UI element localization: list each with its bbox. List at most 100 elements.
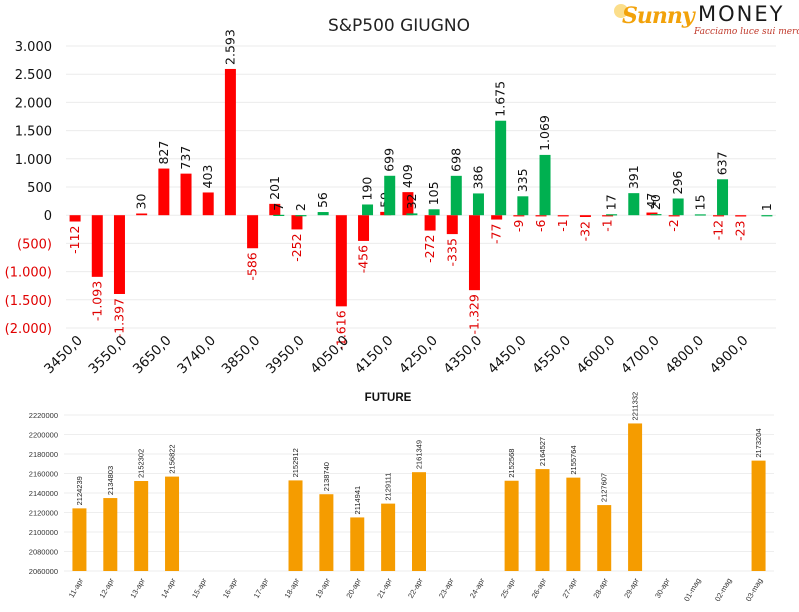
chart2-data-label: 2134803 (106, 466, 115, 495)
chart2-data-label: 2173204 (754, 428, 763, 457)
chart2-x-tick-label: 23-apr (437, 576, 456, 600)
chart2-bar (504, 480, 519, 571)
chart1-bar-red (91, 215, 103, 277)
chart2-data-label: 2129111 (384, 473, 393, 501)
chart2-y-tick-label: 2220000 (29, 411, 58, 420)
chart2-bar (535, 469, 550, 571)
chart1-x-tick-label: 3850,0 (219, 333, 264, 378)
chart1-y-tick-label: (500) (17, 237, 52, 252)
chart1-bar-red (468, 215, 480, 291)
chart1-data-label: -6 (533, 219, 548, 232)
chart1-data-label: 2 (293, 203, 308, 211)
chart1-data-label: -1 (600, 219, 615, 231)
chart1-data-label: 391 (626, 165, 641, 189)
chart1-data-label: -9 (511, 220, 526, 233)
chart1-data-label: 409 (400, 164, 415, 188)
chart1-data-label: 17 (604, 194, 619, 210)
chart2-y-tick-label: 2080000 (29, 548, 58, 557)
chart1-bar-green (406, 213, 418, 216)
chart1-data-label: 30 (134, 194, 149, 210)
chart2-x-tick-label: 17-apr (252, 576, 271, 600)
chart2-x-tick-label: 16-apr (221, 576, 240, 600)
chart1-data-label: -1.093 (89, 281, 104, 321)
chart1-bar-green (450, 175, 462, 216)
chart2-x-tick-label: 13-apr (128, 576, 147, 600)
chart1-bar-red (224, 68, 236, 216)
chart1-x-tick-label: 4800,0 (662, 333, 707, 378)
chart1-data-label: -456 (356, 245, 371, 273)
chart1-bar-green (672, 198, 684, 216)
chart1-x-tick-label: 4550,0 (529, 333, 574, 378)
chart1-bar-red (713, 215, 725, 217)
chart1-x-tick-label: 3740,0 (174, 333, 219, 378)
chart1-data-label: 698 (448, 148, 463, 172)
chart1-data-label: -23 (733, 220, 748, 240)
chart1-data-label: -1.329 (466, 294, 481, 334)
chart2-bar (751, 460, 766, 571)
chart1-data-label: 403 (200, 165, 215, 189)
chart2-x-tick-label: 21-apr (375, 576, 394, 600)
chart1-data-label: 637 (715, 151, 730, 175)
chart1-bar-green (628, 193, 640, 216)
chart2-x-tick-label: 27-apr (560, 576, 579, 600)
chart1-bar-red (358, 215, 370, 241)
chart1-bar-green (295, 215, 307, 217)
chart2-data-label: 2138740 (322, 462, 331, 491)
chart1-bar-red (180, 173, 192, 216)
chart1-bar-red (247, 215, 259, 249)
chart2-x-tick-label: 28-apr (591, 576, 610, 600)
chart1-data-label: -252 (289, 233, 304, 261)
chart1-data-label: 1.069 (537, 115, 552, 151)
chart2-data-label: 2161349 (415, 440, 424, 469)
chart1-y-tick-label: 1.000 (15, 153, 52, 168)
chart2-x-tick-label: 03-mag (744, 577, 765, 604)
chart1-data-label: 335 (515, 168, 530, 192)
chart1-bar-red (69, 215, 81, 222)
chart1-x-tick-label: 3650,0 (130, 333, 175, 378)
chart2-x-tick-label: 30-apr (653, 576, 672, 600)
chart1-bar-red (557, 215, 569, 217)
chart2-bar (72, 508, 87, 571)
chart1-title: S&P500 GIUGNO (328, 16, 470, 36)
chart2-x-tick-label: 14-apr (159, 576, 178, 600)
chart1-data-label: -12 (711, 220, 726, 240)
chart1-data-label: 699 (382, 148, 397, 172)
chart2-bar (628, 423, 643, 571)
chart2-x-tick-label: 19-apr (313, 576, 332, 600)
chart1-y-tick-label: 500 (27, 181, 52, 196)
sun-icon (614, 4, 628, 18)
chart1-bar-green (384, 175, 396, 216)
chart1-data-label: 201 (267, 176, 282, 200)
chart2-bar (134, 481, 149, 571)
chart1-bar-red (602, 215, 614, 217)
chart2-data-label: 2152568 (507, 449, 516, 478)
chart2-x-tick-label: 18-apr (283, 576, 302, 600)
chart1-bar-red (446, 215, 458, 235)
chart1-bar-green (273, 214, 285, 217)
chart1-y-tick-label: (2.000) (5, 322, 52, 337)
chart2-y-tick-label: 2100000 (29, 528, 58, 537)
chart2-y-tick-label: 2160000 (29, 470, 58, 479)
chart2-data-label: 2127607 (600, 473, 609, 502)
chart1-bar-green (472, 193, 484, 216)
chart2-bar (597, 505, 612, 571)
chart1-bar-red (579, 215, 591, 218)
chart1-data-label: 827 (156, 141, 171, 165)
chart1-bar-red (646, 212, 658, 216)
chart1-bar-red (402, 192, 414, 216)
chart1-x-tick-label: 4350,0 (441, 333, 486, 378)
chart1-bar-green (650, 214, 662, 216)
chart1-data-label: -272 (422, 235, 437, 263)
chart1-data-label: 47 (644, 193, 659, 209)
chart2-data-label: 2156822 (168, 444, 177, 473)
chart1-data-label: -77 (489, 224, 504, 244)
chart1-y-tick-label: 3.000 (15, 40, 52, 55)
chart1-bar-red (535, 215, 547, 217)
chart1-data-label: 32 (404, 193, 419, 209)
chart1-bar-red (513, 215, 525, 217)
chart1-data-label: 1.675 (493, 81, 508, 117)
chart1-data-label: -1.616 (333, 310, 348, 350)
chart1-bar-green (717, 179, 729, 216)
chart2-bar (319, 494, 334, 571)
chart1-y-tick-label: 0 (44, 209, 52, 224)
